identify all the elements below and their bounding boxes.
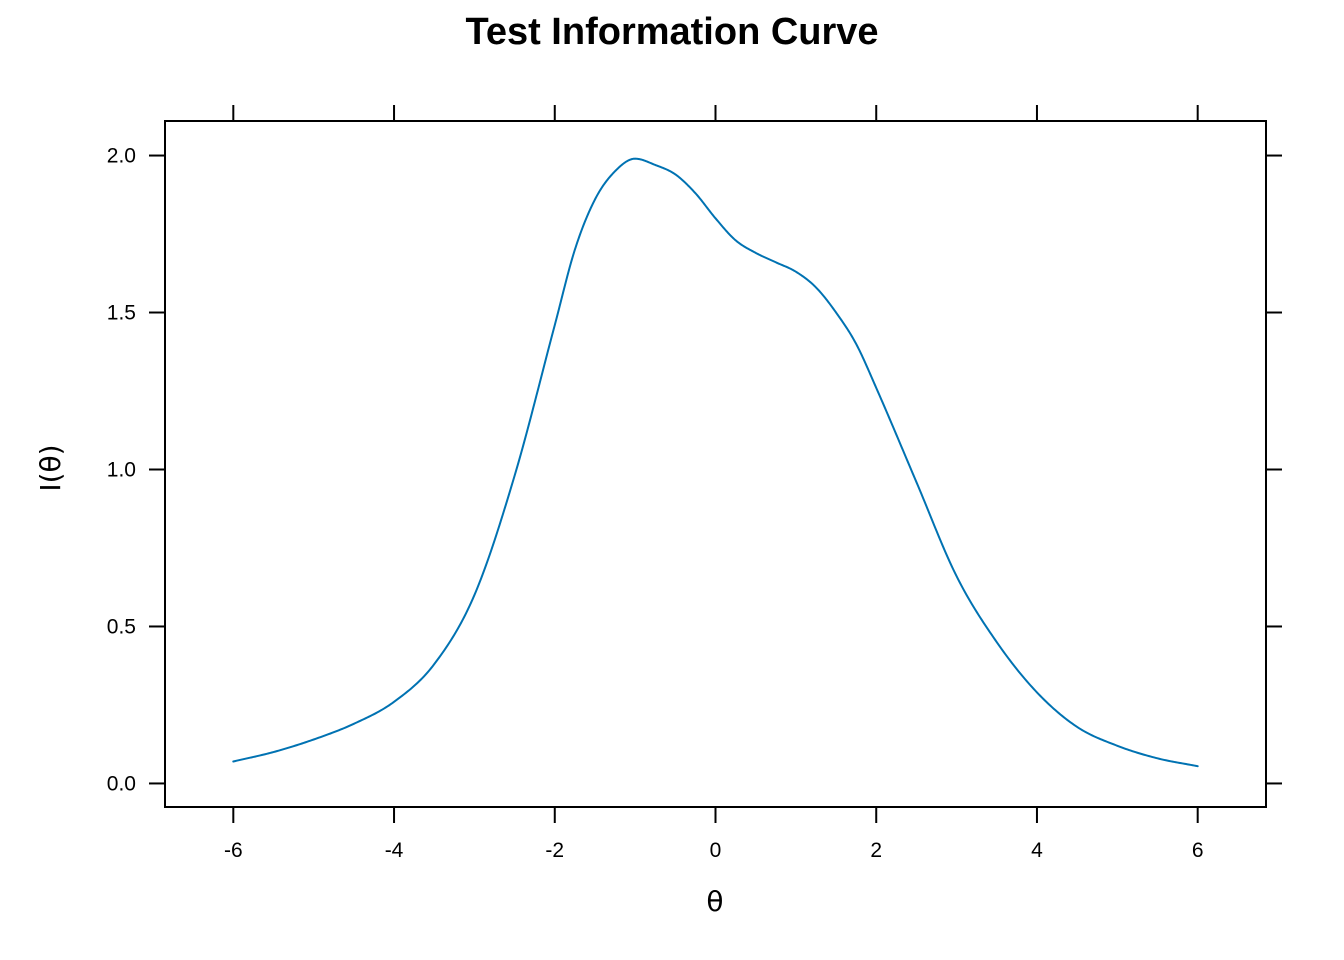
y-tick-label: 1.0	[107, 458, 136, 481]
x-tick-label: -2	[545, 839, 564, 862]
x-tick-label: 6	[1192, 839, 1204, 862]
x-tick-label: 4	[1031, 839, 1043, 862]
y-tick-label: 0.0	[107, 772, 136, 795]
x-axis: -6 -4 -2 0 2 4 6	[224, 105, 1204, 862]
y-tick-label: 1.5	[107, 302, 136, 325]
x-tick-label: 0	[710, 839, 722, 862]
y-tick-label: 0.5	[107, 615, 136, 638]
plot-frame	[164, 120, 1267, 808]
y-axis: 0.0 0.5 1.0 1.5 2.0	[107, 145, 1282, 795]
x-tick-label: -6	[224, 839, 243, 862]
y-tick-label: 2.0	[107, 145, 136, 168]
x-tick-label: -4	[385, 839, 404, 862]
x-axis-label: θ	[706, 885, 723, 918]
test-information-curve-line	[232, 157, 1199, 768]
x-tick-label: 2	[870, 839, 882, 862]
chart-title: Test Information Curve	[465, 11, 878, 53]
y-axis-label: I(θ)	[34, 444, 67, 491]
